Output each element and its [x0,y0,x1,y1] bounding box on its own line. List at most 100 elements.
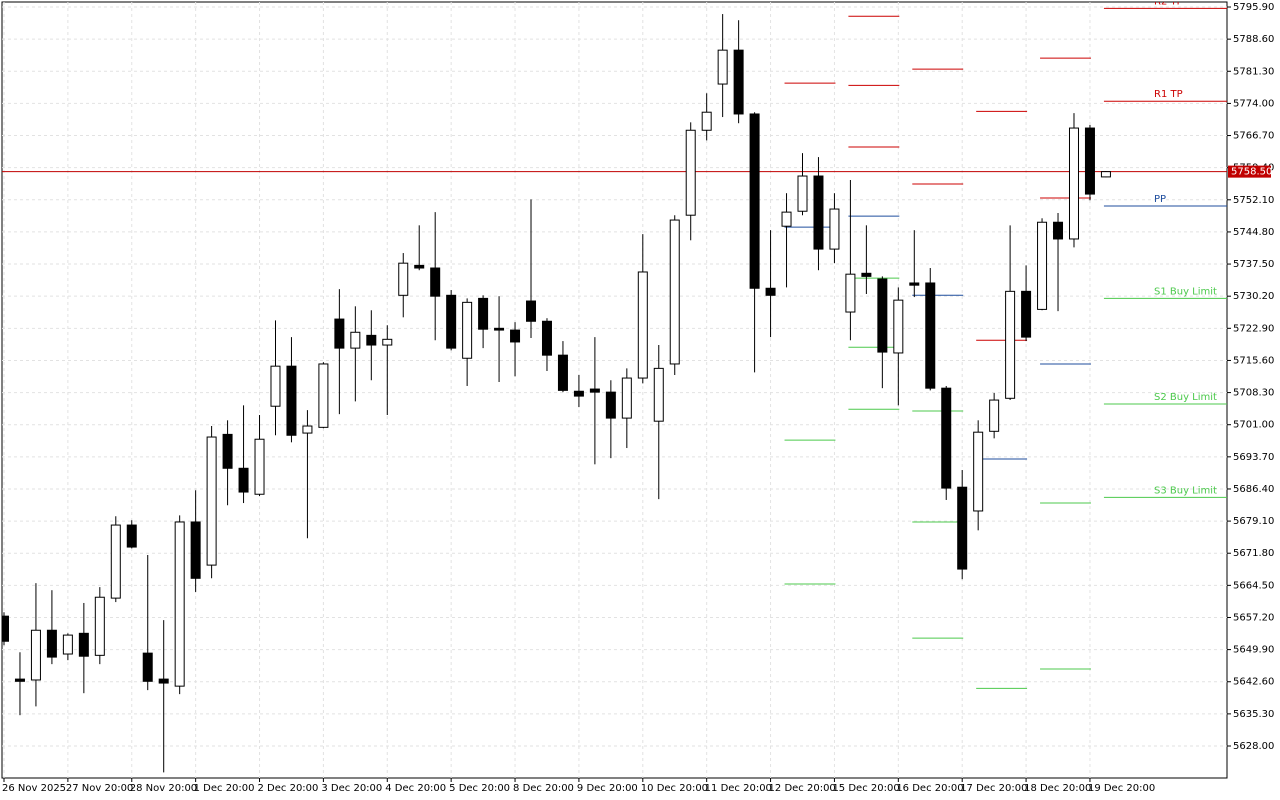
x-tick-label: 15 Dec 20:00 [832,783,899,794]
candle-body [749,113,760,289]
candle-body [526,300,537,322]
candle-body [62,634,73,655]
candle-body [302,425,313,434]
candle-body [46,629,57,658]
candle-body [701,111,712,131]
candle-body [797,175,808,212]
candle-body [621,377,632,419]
y-tick-label: 5686.40 [1233,484,1274,495]
level-label: S2 Buy Limit [1154,392,1217,403]
candle-body [589,388,600,393]
y-tick-label: 5657.20 [1233,612,1274,623]
y-tick-label: 5781.30 [1233,66,1274,77]
x-tick-label: 12 Dec 20:00 [769,783,836,794]
candle-body [973,431,984,512]
candle-body [1068,127,1079,240]
candle-body [685,129,696,216]
candle-body [861,272,872,277]
candle-body [909,282,920,286]
candle-body [494,327,505,331]
candle-body [446,294,457,349]
candle-body [957,486,968,570]
x-tick-label: 28 Nov 20:00 [130,783,197,794]
candle-body [541,320,552,356]
y-tick-label: 5642.60 [1233,677,1274,688]
candle-body [1100,171,1111,178]
plot: R2 TP R1 TP PP S1 Buy Limit S2 Buy Limit S3 B… [2,2,1227,778]
level-label: S1 Buy Limit [1154,286,1217,297]
plot-area [1,1,1228,779]
y-tick-label: 5722.90 [1233,323,1274,334]
candle-body [1021,290,1032,338]
candle-body [1053,221,1064,240]
candle-body [286,365,297,436]
x-tick-label: 4 Dec 20:00 [385,783,446,794]
candle-body [78,632,89,657]
y-tick-label: 5715.60 [1233,355,1274,366]
x-tick-label: 5 Dec 20:00 [449,783,510,794]
candle-body [781,211,792,227]
candle-body [270,365,281,407]
candle-body [557,354,568,391]
y-tick-label: 5628.00 [1233,741,1274,752]
candle-body [1005,290,1016,399]
y-tick-label: 5737.50 [1233,259,1274,270]
candle-body [206,436,217,566]
candle-body [142,652,153,682]
candle-body [238,467,249,493]
y-tick-label: 5649.90 [1233,645,1274,656]
x-tick-label: 27 Nov 20:00 [66,783,133,794]
candle-body [2,615,9,642]
x-tick-label: 17 Dec 20:00 [960,783,1027,794]
candle-body [414,264,425,269]
candle-body [334,318,345,349]
candle-body [510,329,521,343]
y-tick-label: 5752.10 [1233,195,1274,206]
x-tick-label: 16 Dec 20:00 [896,783,963,794]
candle-body [174,521,185,687]
candle-body [318,363,329,428]
candle-body [478,297,489,330]
candle-body [605,391,616,419]
candle-body [350,331,361,349]
candle-body [989,399,1000,432]
y-tick-label: 5744.80 [1233,227,1274,238]
x-tick-label: 26 Nov 2025 [2,783,66,794]
candle-body [14,678,25,682]
y-tick-label: 5730.20 [1233,291,1274,302]
candle-body [717,49,728,85]
candle-body [1084,127,1095,195]
y-tick-label: 5701.00 [1233,420,1274,431]
candle-body [254,438,265,495]
candle-body [110,524,121,599]
x-tick-label: 9 Dec 20:00 [577,783,638,794]
candle-body [462,301,473,359]
y-tick-label: 5671.80 [1233,548,1274,559]
candle-body [925,282,936,389]
candle-body [573,390,584,397]
level-label: PP [1154,194,1166,205]
candle-body [829,208,840,250]
candle-body [366,334,377,346]
candle-body [1037,221,1048,310]
candle-body [877,278,888,353]
candle-body [190,521,201,579]
candle-body [30,629,41,681]
y-tick-label: 5774.00 [1233,98,1274,109]
x-tick-label: 19 Dec 20:00 [1088,783,1155,794]
y-tick-label: 5788.60 [1233,34,1274,45]
candle-body [669,219,680,365]
candle-body [222,433,233,469]
level-label: R1 TP [1154,89,1183,100]
x-tick-label: 10 Dec 20:00 [641,783,708,794]
x-tick-label: 1 Dec 20:00 [194,783,255,794]
candle-body [158,678,169,684]
x-tick-label: 18 Dec 20:00 [1024,783,1091,794]
y-tick-label: 5766.70 [1233,131,1274,142]
candle-body [893,299,904,354]
x-tick-label: 8 Dec 20:00 [513,783,574,794]
candle-body [845,273,856,313]
x-tick-label: 11 Dec 20:00 [705,783,772,794]
